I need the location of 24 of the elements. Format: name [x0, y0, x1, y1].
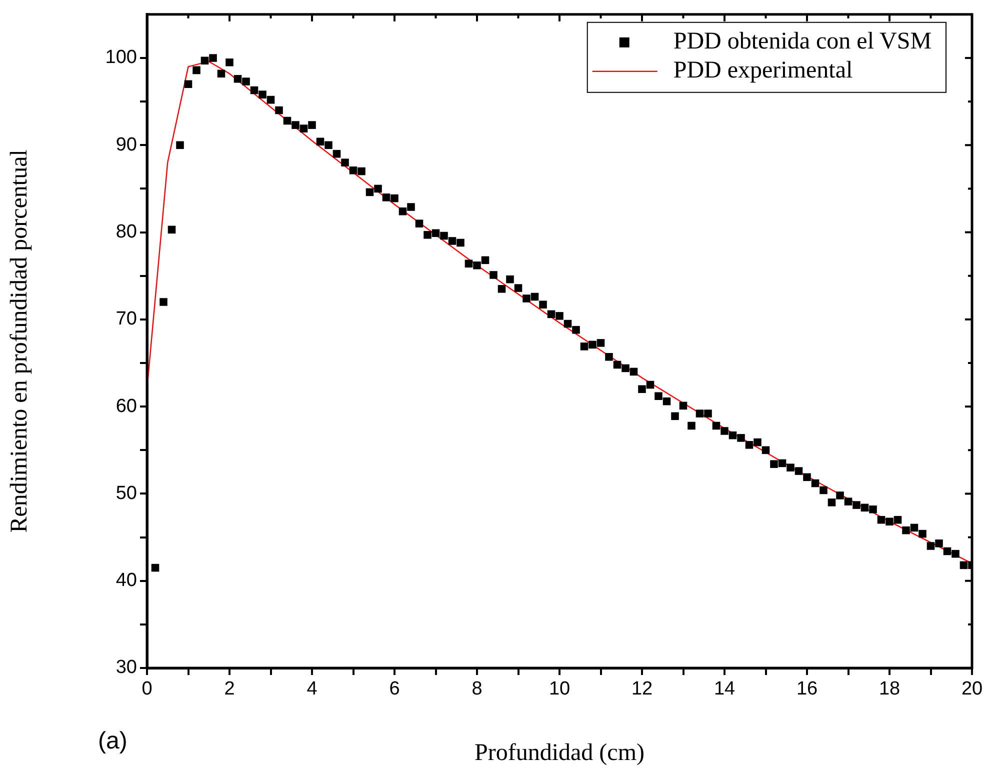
x-axis-title: Profundidad (cm) — [474, 740, 644, 766]
y-tick-label: 30 — [116, 657, 137, 678]
x-tick-label: 8 — [472, 678, 482, 700]
x-tick-label: 18 — [878, 678, 900, 700]
y-tick-label: 90 — [116, 134, 137, 156]
y-tick-label: 100 — [105, 47, 137, 68]
y-tick-label: 40 — [116, 570, 137, 592]
text: (a) — [98, 728, 128, 755]
x-tick-label: 14 — [714, 678, 736, 700]
legend-label: PDD experimental — [673, 58, 853, 84]
y-tick-label: 50 — [116, 482, 137, 504]
y-tick-label: 80 — [116, 222, 137, 242]
legend-label: PDD obtenida con el VSM — [673, 28, 932, 55]
x-tick-label: 2 — [224, 678, 235, 700]
x-tick-label: 0 — [142, 678, 152, 700]
x-tick-label: 12 — [631, 678, 653, 700]
x-tick-label: 16 — [796, 678, 818, 700]
y-tick-label: 60 — [116, 396, 137, 417]
x-tick-label: 10 — [548, 678, 570, 700]
x-tick-label: 6 — [389, 678, 400, 700]
y-axis-title: Rendimiento en profundidad porcentual — [6, 149, 33, 533]
x-tick-label: 4 — [306, 678, 318, 700]
y-tick-label: 70 — [116, 308, 137, 330]
x-tick-label: 20 — [961, 678, 983, 700]
